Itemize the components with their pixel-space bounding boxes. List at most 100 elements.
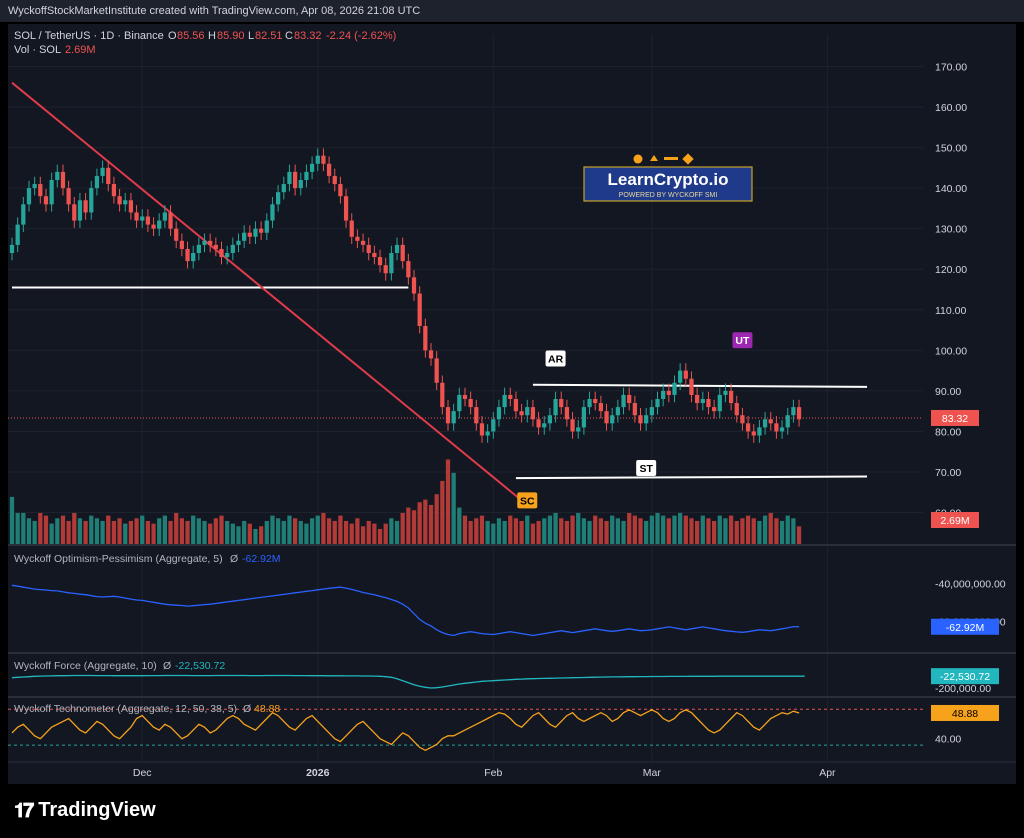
volume-bar [502,520,507,545]
volume-bar [757,520,762,545]
volume-bar [304,523,309,545]
candle-body [309,163,315,172]
candle-body [9,244,15,253]
candle-body [140,216,145,221]
candle-body [774,423,779,432]
volume-bar [711,520,717,545]
legend-low: 82.51 [255,30,283,42]
candle-body [259,228,264,233]
volume-bar [315,515,320,545]
volume-bar [145,520,151,545]
volume-bar [94,518,100,545]
candle-body [145,216,151,225]
candle-body [717,394,722,412]
candle-body [185,248,190,262]
date-tick-label: Dec [133,767,152,779]
candle-body [406,261,411,278]
volume-bar [525,515,530,545]
volume-bar [706,518,711,545]
logo-badge [583,166,753,202]
oscillator-value-badge [931,704,999,721]
volume-bar [38,512,43,545]
volume-bar [383,523,388,545]
candle-body [508,394,513,399]
candle-body [326,163,332,176]
volume-bar [49,523,54,545]
candle-body [411,277,417,294]
legend-high: 85.90 [217,30,245,42]
candle-body [621,394,626,408]
candle-body [502,394,507,408]
wyckoff-label: ST [639,463,653,475]
candle-body [491,419,496,432]
candle-body [242,232,247,241]
price-tick-label: 90.00 [935,386,961,398]
candle-body [474,407,479,424]
candle-body [49,180,54,205]
volume-bar [196,518,201,545]
candle-body [723,390,728,395]
candle-body [542,423,547,428]
volume-bar [400,512,405,545]
candle-body [468,399,473,408]
volume-bar [100,520,105,545]
volume-bar [644,520,649,545]
tradingview-footer: 𝟏𝟕 TradingView [0,784,1024,838]
volume-bar [774,518,779,545]
candle-body [553,399,558,416]
candle-body [655,399,660,408]
volume-bar [349,523,354,545]
oscillator-tick-label: 40.00 [935,734,961,746]
volume-bar [593,515,598,545]
volume-bar [372,523,377,545]
legend-l-label: L [248,30,254,42]
volume-bar [377,528,383,545]
candle-body [678,370,683,383]
volume-bar [440,480,445,545]
volume-bar [111,520,117,545]
solana-icon [664,157,678,160]
force-symbol: Ø [163,660,171,672]
volume-bar [411,510,417,545]
candle-body [292,171,298,189]
candle-body [445,407,451,424]
volume-bar [242,520,247,545]
volume-bar [151,523,156,545]
candle-body [513,399,519,412]
tradingview-logo: 𝟏𝟕 TradingView [14,798,156,822]
volume-bar [649,515,654,545]
volume-bar [734,520,739,545]
volume-bar [77,518,83,545]
volume-bar [445,459,451,545]
volume-bar [55,518,60,545]
volume-bar [338,515,343,545]
opt-pess-symbol: Ø [230,553,238,565]
legend-c-label: C [285,30,293,42]
volume-bar [576,512,581,545]
volume-bar [298,520,303,545]
volume-bar [366,520,371,545]
volume-bar [128,520,134,545]
range-line [532,383,868,388]
volume-bar [564,520,570,545]
volume-bar [202,520,207,545]
candle-body [779,427,785,432]
candle-body [440,382,445,408]
binance-icon [682,153,694,165]
volume-bar [26,518,32,545]
volume-bar [610,515,615,545]
volume-bar [236,526,241,545]
volume-bar [225,520,230,545]
candle-body [162,212,168,221]
candle-body [711,407,717,412]
candle-body [757,427,762,436]
volume-bar [779,520,785,545]
volume-bar [468,520,473,545]
price-tick-label: 140.00 [935,183,967,195]
candle-body [451,411,456,424]
oscillator-line [11,674,805,689]
volume-bar [519,520,524,545]
candle-body [270,204,275,221]
candle-body [638,415,643,424]
candle-body [94,175,100,189]
